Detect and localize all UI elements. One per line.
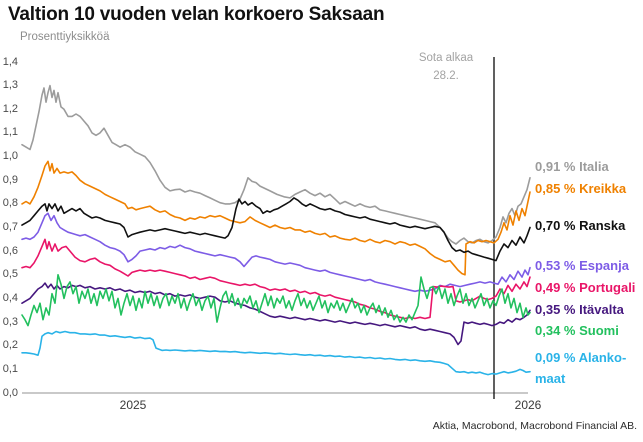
series-label-espanja: 0,53 % Espanja [535,257,629,273]
series-line-ranska [21,197,531,262]
series-line-suomi [21,273,531,327]
series-line-portugali [21,238,531,320]
y-tick-label-1,1: 1,1 [2,126,18,139]
x-axis-label-2026: 2026 [514,398,542,412]
series-label-itävalta: 0,35 % Itävalta [535,301,624,317]
chart-subtitle: Prosenttiyksikköä [20,31,110,43]
chart-title: Valtion 10 vuoden velan korkoero Saksaan [8,4,385,25]
y-tick-label-0,7: 0,7 [2,221,18,233]
y-tick-label-0,9: 0,9 [2,173,18,186]
series-label-alankomaat: 0,09 % Alanko- maat [535,350,627,386]
source-attribution: Aktia, Macrobond, Macrobond Financial AB… [432,420,637,432]
series-label-portugali: 0,49 % Portugali [535,279,636,295]
series-label-ranska: 0,70 % Ranska [535,217,626,233]
event-annotation-line1: Sota alkaa [418,52,474,64]
y-tick-label-0,4: 0,4 [2,291,18,304]
series-line-italia [21,84,531,245]
series-line-kreikka [21,160,531,276]
y-tick-label-0,2: 0,2 [2,339,18,352]
y-tick-label-1,4: 1,4 [2,55,18,68]
y-tick-label-0,8: 0,8 [2,197,18,210]
y-tick-label-0,5: 0,5 [2,268,18,281]
x-axis-label-2025: 2025 [119,398,147,412]
y-tick-label-1,0: 1,0 [2,150,18,163]
event-annotation: Sota alkaa 28.2. [401,49,491,85]
series-label-kreikka: 0,85 % Kreikka [535,180,627,196]
series-line-itävalta [21,282,531,346]
y-tick-label-0,6: 0,6 [2,244,18,257]
series-line-alankomaat [21,330,531,376]
y-tick-label-1,2: 1,2 [2,102,18,115]
y-tick-label-0,1: 0,1 [2,362,18,375]
y-tick-label-1,3: 1,3 [2,79,18,92]
y-tick-label-0,3: 0,3 [2,315,18,328]
series-label-italia: 0,91 % Italia [535,158,609,174]
series-line-espanja [21,212,531,293]
series-label-suomi: 0,34 % Suomi [535,322,619,338]
y-tick-label-0,0: 0,0 [2,386,18,399]
event-annotation-line2: 28.2. [433,70,459,82]
